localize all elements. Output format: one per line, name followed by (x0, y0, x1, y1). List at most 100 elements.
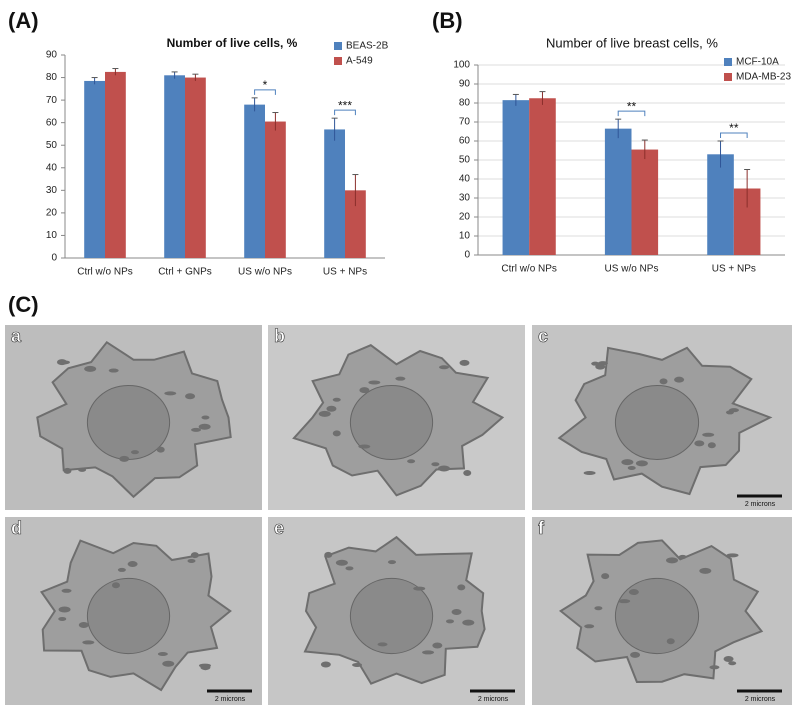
organelle (332, 397, 341, 402)
image-letter: c (538, 326, 548, 346)
organelle (56, 359, 67, 366)
organelle (707, 442, 716, 449)
legend-label: MCF-10A (736, 57, 779, 68)
organelle (78, 467, 87, 472)
significance-label: * (263, 78, 268, 92)
organelle (597, 361, 608, 366)
x-tick-label: Ctrl w/o NPs (77, 267, 133, 278)
organelle (457, 584, 466, 591)
organelle (621, 459, 634, 466)
panel-label: (C) (8, 292, 39, 317)
organelle (594, 606, 603, 611)
image-letter: e (274, 518, 284, 538)
legend-label: BEAS-2B (346, 41, 389, 52)
organelle (201, 415, 210, 420)
y-tick-label: 70 (46, 95, 58, 106)
organelle (358, 444, 371, 449)
organelle (439, 365, 450, 370)
organelle (431, 462, 440, 467)
bar (265, 121, 286, 259)
significance-bracket (334, 109, 356, 116)
y-tick-label: 80 (46, 72, 58, 83)
significance-bracket (254, 89, 276, 95)
micrograph: f 2 microns (532, 517, 792, 705)
nucleus (614, 577, 700, 655)
organelle (190, 552, 199, 559)
organelle (618, 599, 631, 604)
panel-label: (A) (8, 8, 39, 33)
bar (345, 190, 366, 258)
bar (707, 154, 734, 255)
organelle (674, 376, 685, 383)
x-tick-label: US w/o NPs (238, 267, 292, 278)
organelle (157, 652, 168, 657)
organelle (156, 446, 165, 453)
y-tick-label: 0 (464, 250, 470, 261)
organelle (352, 662, 363, 667)
organelle (191, 427, 202, 432)
bar (164, 75, 185, 258)
organelle (198, 423, 211, 430)
organelle (335, 559, 348, 566)
micrograph: c 2 microns (532, 325, 792, 510)
organelle (320, 661, 331, 668)
significance-label: ** (729, 121, 739, 135)
significance-bracket (617, 110, 646, 117)
organelle (318, 410, 331, 417)
bar (185, 77, 206, 258)
y-tick-label: 10 (459, 231, 471, 242)
organelle (728, 661, 737, 666)
legend-swatch (334, 42, 342, 50)
organelle (413, 586, 426, 591)
organelle (332, 430, 341, 437)
organelle (726, 553, 739, 558)
organelle (709, 665, 720, 670)
organelle (164, 391, 177, 396)
organelle (359, 387, 370, 394)
significance-label: *** (338, 98, 352, 112)
organelle (728, 408, 739, 413)
y-tick-label: 20 (46, 208, 58, 219)
organelle (82, 640, 95, 645)
organelle (84, 365, 97, 372)
nucleus (86, 577, 171, 655)
y-tick-label: 10 (46, 230, 58, 241)
y-tick-label: 50 (459, 155, 471, 166)
x-tick-label: Ctrl + GNPs (158, 267, 212, 278)
organelle (583, 470, 596, 475)
image-letter: f (538, 518, 545, 538)
organelle (459, 359, 470, 366)
organelle (628, 589, 639, 596)
image-letter: a (11, 326, 22, 346)
micrograph: e 2 microns (268, 517, 525, 705)
nucleus (349, 577, 434, 655)
y-tick-label: 30 (46, 185, 58, 196)
legend-swatch (724, 73, 732, 81)
nucleus (349, 385, 434, 460)
organelle (368, 380, 381, 385)
y-tick-label: 50 (46, 140, 58, 151)
x-tick-label: US w/o NPs (605, 264, 659, 275)
bar (105, 71, 126, 259)
organelle (445, 619, 454, 624)
organelle (694, 440, 705, 447)
organelle (130, 450, 139, 455)
organelle (659, 378, 668, 385)
bar (84, 80, 105, 258)
organelle (666, 557, 679, 564)
y-tick-label: 30 (459, 193, 471, 204)
image-letter: d (11, 518, 22, 538)
legend-swatch (334, 57, 342, 65)
organelle (591, 361, 600, 366)
scale-label: 2 microns (745, 696, 776, 703)
organelle (627, 465, 636, 470)
y-tick-label: 20 (459, 212, 471, 223)
organelle (437, 465, 450, 472)
y-tick-label: 90 (46, 50, 58, 61)
scale-label: 2 microns (478, 696, 509, 703)
organelle (119, 455, 130, 462)
organelle (699, 567, 712, 574)
organelle (111, 582, 120, 589)
micrograph: a (5, 325, 262, 510)
bar (502, 100, 530, 256)
